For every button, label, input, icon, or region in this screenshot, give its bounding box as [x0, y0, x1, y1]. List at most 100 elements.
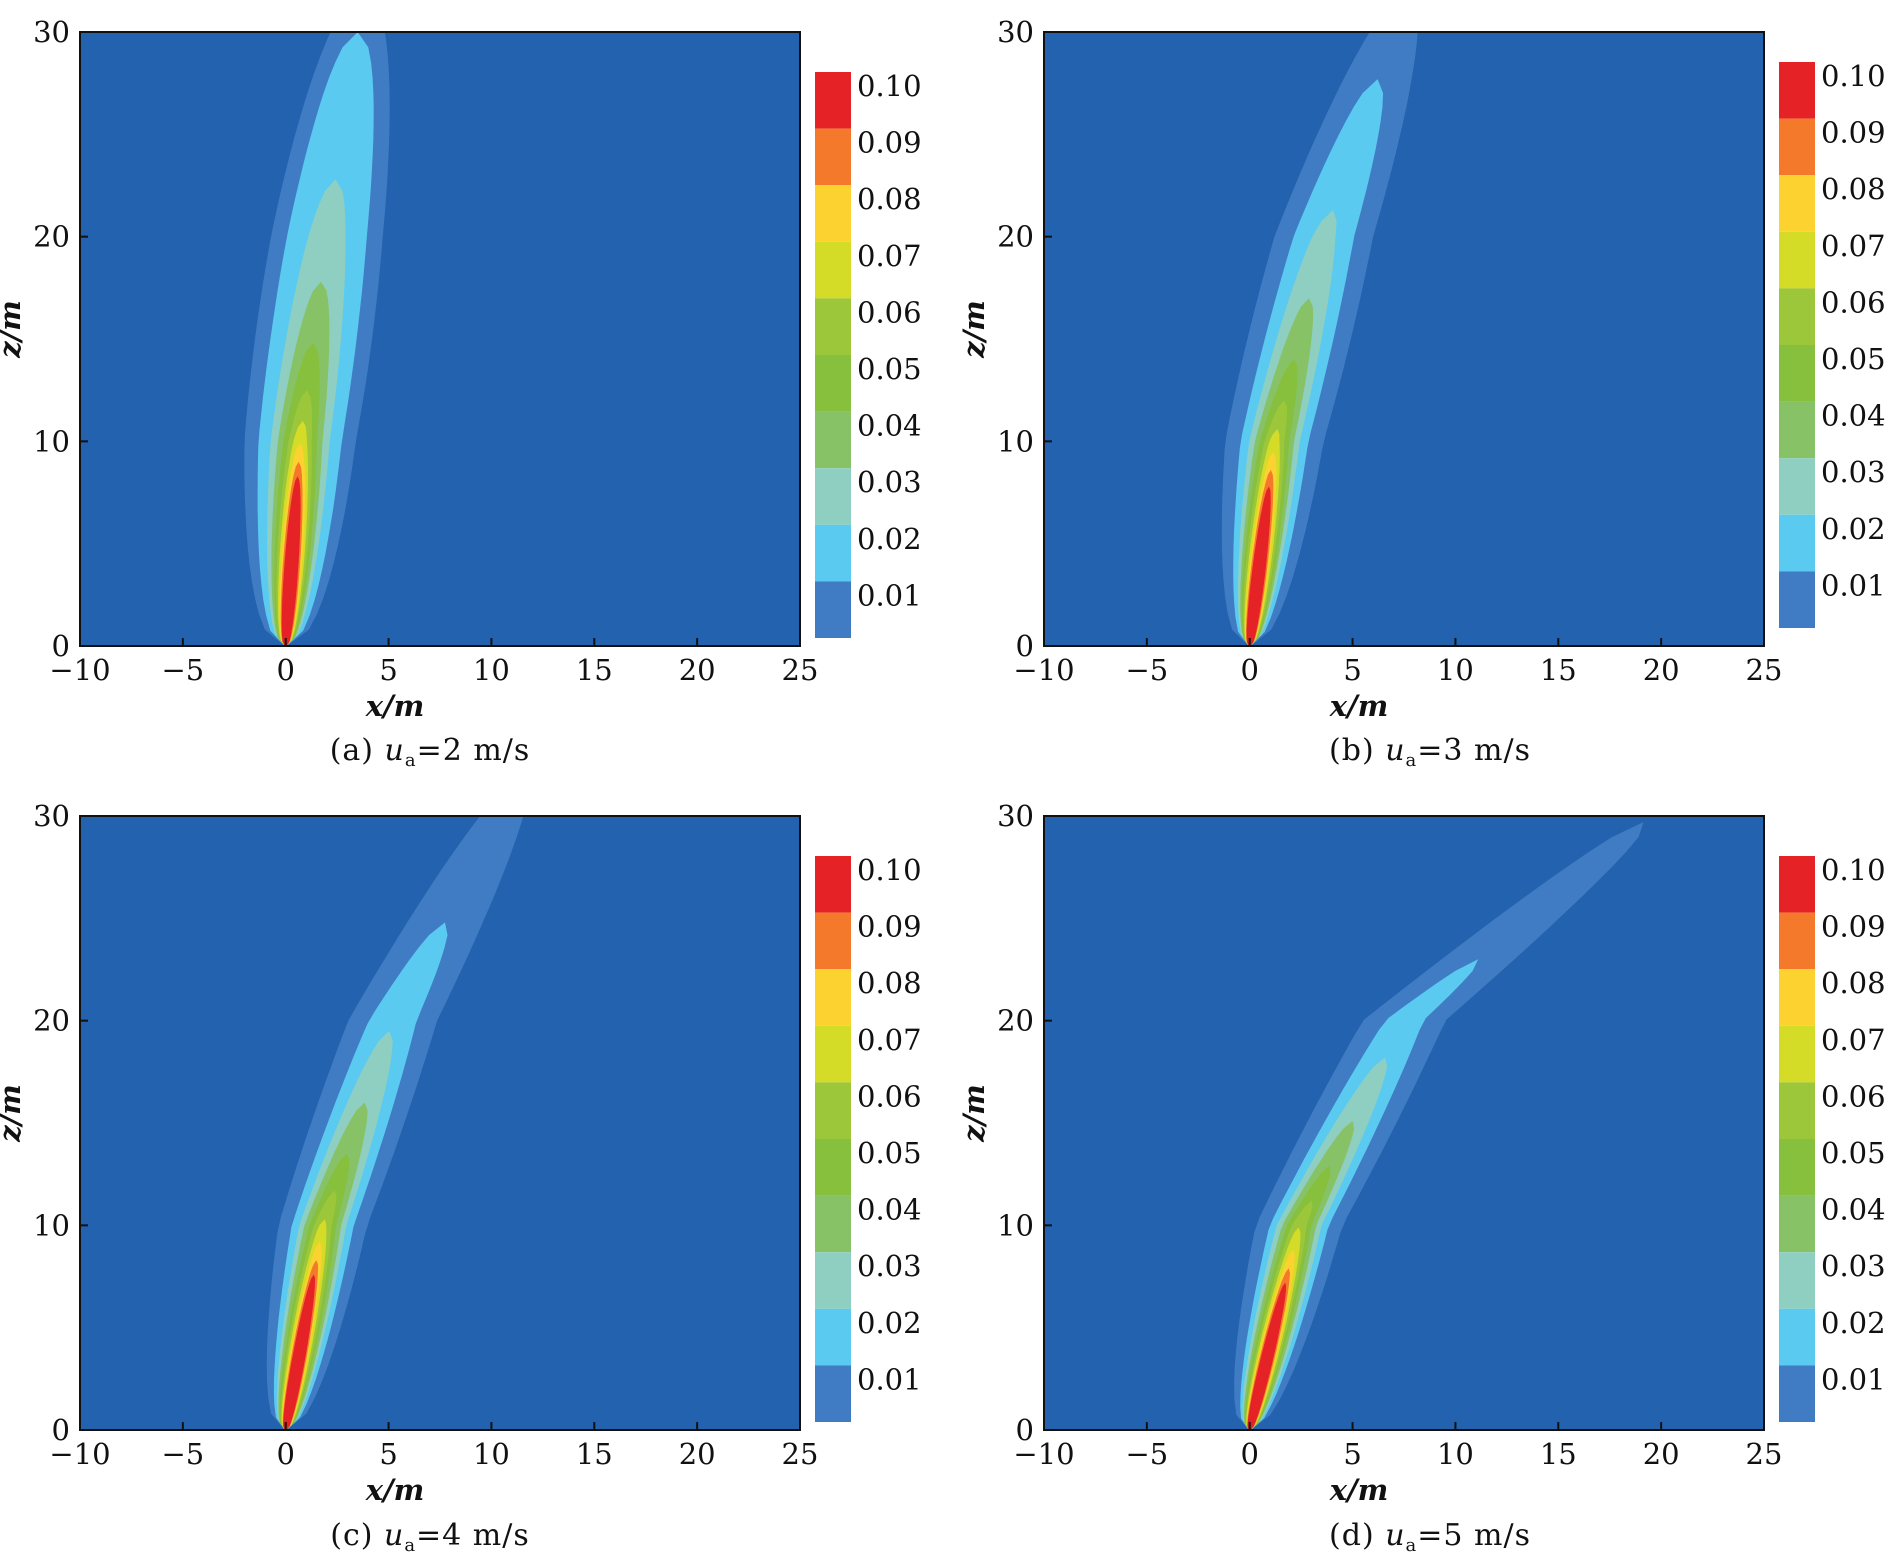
- y-tick-label: 0: [52, 629, 70, 663]
- colorbar-swatch: [815, 241, 851, 299]
- colorbar-swatch: [1779, 62, 1815, 119]
- colorbar-swatch: [815, 298, 851, 355]
- x-tick-label: 20: [679, 1437, 716, 1471]
- colorbar: 0.10 0.09 0.08 0.07 0.06 0.05 0.04 0.03 0.02 0.01: [1779, 59, 1886, 628]
- x-tick-label: 15: [1540, 1437, 1577, 1471]
- x-tick-label: 5: [379, 653, 397, 687]
- x-tick-label: 5: [379, 1437, 397, 1471]
- colorbar-swatch: [815, 1252, 851, 1309]
- x-tick-label: −5: [1125, 1437, 1168, 1471]
- y-tick-label: 20: [997, 220, 1034, 254]
- colorbar-swatch: [815, 524, 851, 582]
- colorbar-swatch: [815, 969, 851, 1026]
- colorbar-swatch: [815, 1139, 851, 1196]
- plot-background: [80, 32, 800, 646]
- colorbar-swatch: [815, 468, 851, 525]
- plot-frame: [1043, 815, 1765, 1431]
- colorbar-label: 0.06: [857, 1079, 922, 1113]
- colorbar-swatch: [1779, 1308, 1815, 1366]
- colorbar-label: 0.06: [1821, 1079, 1886, 1113]
- plot-frame: [1043, 31, 1765, 647]
- colorbar-label: 0.07: [857, 1023, 922, 1057]
- y-tick-label: 30: [997, 15, 1034, 49]
- colorbar-swatch: [815, 1025, 851, 1083]
- panel-a: −10 −5 0 5 10 15 20 25 0 10 20 30 x/m z/m 0.10 0.09 0.08…: [0, 15, 922, 771]
- colorbar-label: 0.10: [857, 69, 922, 103]
- y-tick-label: 10: [997, 424, 1034, 458]
- colorbar-label: 0.02: [1821, 1306, 1886, 1340]
- panel-caption: (a) ua=2 m/s: [330, 733, 531, 771]
- colorbar-swatch: [1779, 912, 1815, 970]
- colorbar-swatch: [1779, 345, 1815, 402]
- colorbar-label: 0.04: [1821, 399, 1886, 433]
- plot-background: [1044, 32, 1764, 646]
- contour-bands: [1234, 822, 1644, 1430]
- x-tick-label: 0: [276, 653, 294, 687]
- colorbar-label: 0.08: [857, 182, 922, 216]
- colorbar-label: 0.01: [1821, 568, 1886, 602]
- colorbar-swatch: [1779, 1365, 1815, 1422]
- y-tick-label: 30: [33, 799, 70, 833]
- contour-bands: [244, 32, 390, 646]
- colorbar-swatch: [815, 185, 851, 242]
- colorbar: 0.10 0.09 0.08 0.07 0.06 0.05 0.04 0.03 0.02 0.01: [1779, 853, 1886, 1422]
- colorbar-label: 0.01: [857, 1362, 922, 1396]
- x-tick-label: 10: [473, 653, 510, 687]
- colorbar-label: 0.04: [1821, 1193, 1886, 1227]
- x-tick-label: −5: [161, 653, 204, 687]
- colorbar-label: 0.02: [857, 1306, 922, 1340]
- panel-caption: (d) ua=5 m/s: [1329, 1518, 1531, 1556]
- y-tick-label: 10: [997, 1208, 1034, 1242]
- colorbar-swatch: [1779, 401, 1815, 459]
- y-axis-label: z/m: [0, 1084, 27, 1143]
- colorbar-swatch: [815, 411, 851, 469]
- colorbar-label: 0.05: [1821, 342, 1886, 376]
- colorbar-swatch: [1779, 1139, 1815, 1196]
- x-tick-label: 25: [1746, 653, 1783, 687]
- x-tick-label: 15: [576, 653, 613, 687]
- y-tick-label: 0: [1016, 629, 1034, 663]
- y-tick-label: 0: [52, 1413, 70, 1447]
- colorbar-swatch: [815, 128, 851, 186]
- x-tick-label: 25: [1746, 1437, 1783, 1471]
- plot-frame: [79, 31, 801, 647]
- colorbar-swatch: [815, 856, 851, 913]
- x-tick-label: 0: [1240, 653, 1258, 687]
- colorbar-label: 0.10: [1821, 59, 1886, 93]
- colorbar-label: 0.03: [857, 1249, 922, 1283]
- panel-d: −10 −5 0 5 10 15 20 25 0 10 20 30 x/m z/m 0.10 0.09 0.08…: [957, 799, 1886, 1556]
- contour-band-0.10: [283, 1274, 315, 1430]
- x-tick-label: 20: [1643, 653, 1680, 687]
- y-tick-label: 20: [33, 1004, 70, 1038]
- x-tick-label: −10: [49, 653, 110, 687]
- panel-caption: (b) ua=3 m/s: [1329, 733, 1531, 771]
- colorbar-swatch: [815, 912, 851, 970]
- colorbar-label: 0.01: [1821, 1362, 1886, 1396]
- colorbar-swatch: [815, 1195, 851, 1253]
- colorbar-swatch: [1779, 1195, 1815, 1253]
- x-tick-label: 5: [1343, 653, 1361, 687]
- colorbar-swatch: [815, 1082, 851, 1139]
- contour-band-0.10: [1247, 1282, 1287, 1430]
- x-tick-label: 25: [782, 653, 819, 687]
- colorbar: 0.10 0.09 0.08 0.07 0.06 0.05 0.04 0.03 0.02 0.01: [815, 853, 922, 1422]
- colorbar-label: 0.08: [1821, 172, 1886, 206]
- colorbar-label: 0.09: [1821, 910, 1886, 944]
- y-tick-label: 20: [33, 220, 70, 254]
- colorbar-label: 0.02: [857, 522, 922, 556]
- x-tick-label: 20: [1643, 1437, 1680, 1471]
- x-tick-label: −5: [161, 1437, 204, 1471]
- colorbar-label: 0.09: [857, 126, 922, 160]
- colorbar: 0.10 0.09 0.08 0.07 0.06 0.05 0.04 0.03 0.02 0.01: [815, 69, 922, 638]
- panel-c: −10 −5 0 5 10 15 20 25 0 10 20 30 x/m z/m 0.10 0.09 0.08…: [0, 799, 922, 1556]
- colorbar-label: 0.06: [1821, 285, 1886, 319]
- colorbar-swatch: [815, 1308, 851, 1366]
- x-tick-label: −5: [1125, 653, 1168, 687]
- contour-bands: [266, 816, 524, 1430]
- colorbar-label: 0.04: [857, 409, 922, 443]
- colorbar-label: 0.07: [1821, 229, 1886, 263]
- colorbar-swatch: [1779, 288, 1815, 345]
- y-tick-label: 20: [997, 1004, 1034, 1038]
- x-axis-label: x/m: [365, 689, 425, 723]
